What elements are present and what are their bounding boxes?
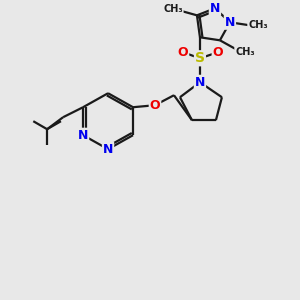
Text: N: N — [225, 16, 235, 29]
Text: N: N — [195, 76, 205, 89]
Text: CH₃: CH₃ — [235, 47, 255, 57]
Text: CH₃: CH₃ — [248, 20, 268, 30]
Text: N: N — [78, 129, 88, 142]
Text: CH₃: CH₃ — [163, 4, 183, 14]
Text: N: N — [103, 143, 113, 156]
Text: S: S — [195, 51, 205, 65]
Text: O: O — [213, 46, 223, 59]
Text: N: N — [210, 2, 220, 15]
Text: O: O — [150, 99, 160, 112]
Text: O: O — [178, 46, 188, 59]
